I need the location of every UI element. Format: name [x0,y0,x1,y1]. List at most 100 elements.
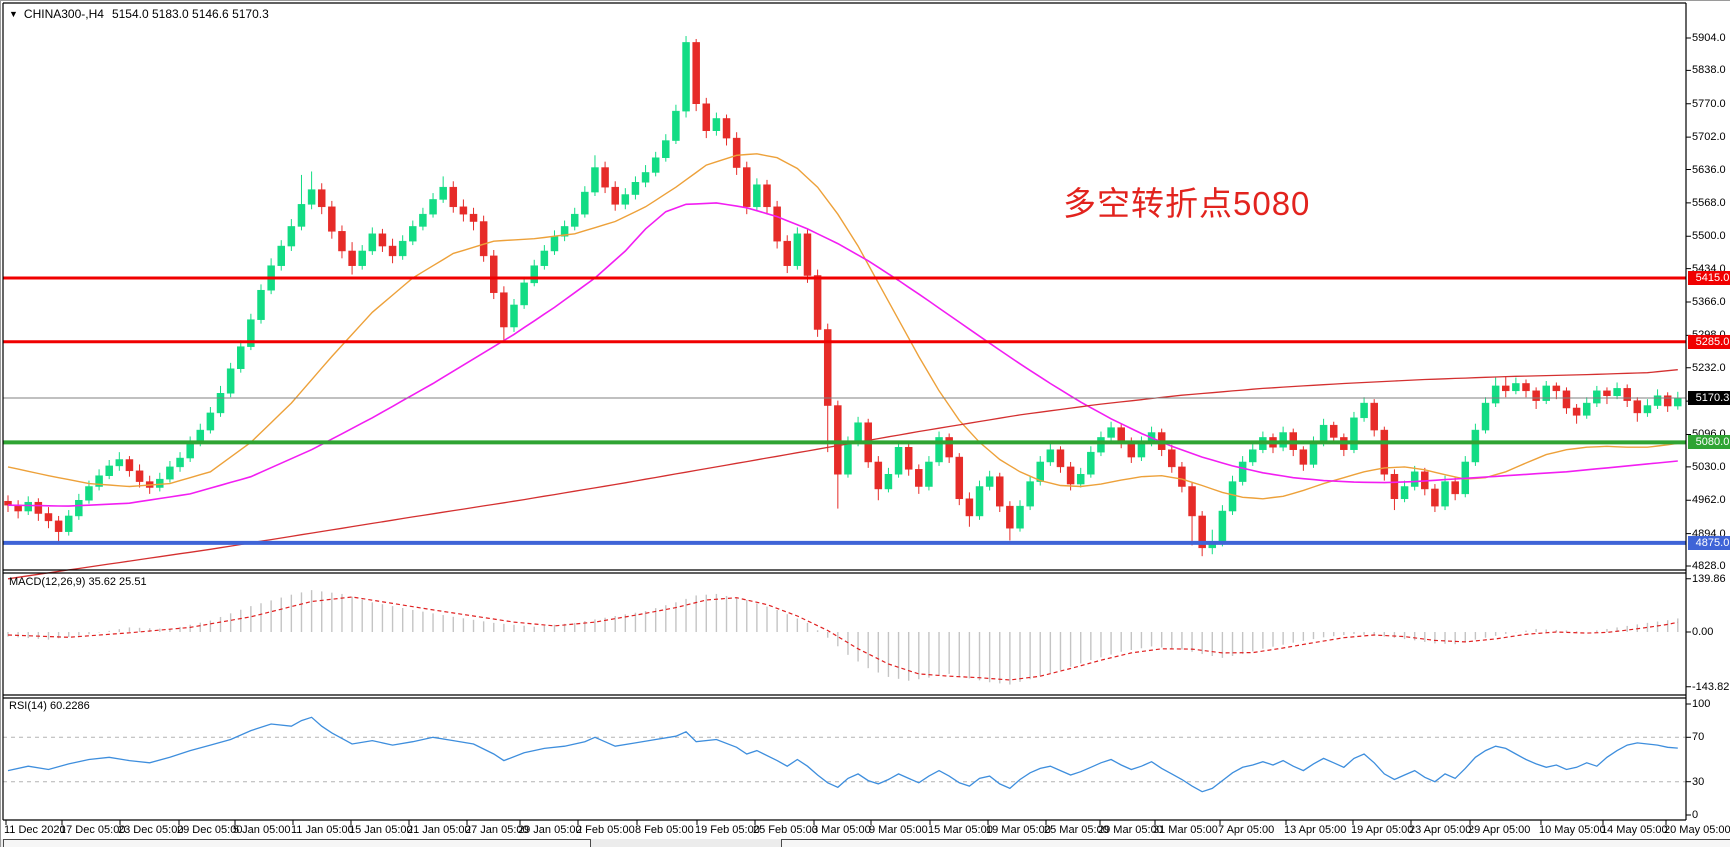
candle [1198,511,1206,557]
candle [216,385,225,417]
candle [641,165,650,188]
candle [915,464,923,494]
symbol-dropdown-icon[interactable]: ▼ [9,9,18,19]
macd-tick-label: -143.82 [1692,680,1730,693]
candle [763,179,771,215]
chart-tab-strip [1,839,1730,847]
chart-tab-segment[interactable] [781,839,1730,847]
candle [570,207,579,231]
candle [206,407,215,434]
candle [955,453,964,506]
x-tick-label: 17 Dec 05:00 [60,824,126,836]
candle [1410,465,1419,491]
candle [1663,392,1672,412]
rsi-tick-label: 30 [1692,775,1705,788]
chart-tab-segment[interactable] [3,839,591,847]
candle [1016,500,1024,532]
ma-mid-magenta-line [7,202,1678,507]
candle [267,258,275,295]
current-price-badge: 5170.3 [1688,391,1730,406]
candle [550,230,559,255]
x-tick-label: 9 Mar 05:00 [869,824,928,836]
candle [64,510,73,536]
candle [135,464,144,488]
x-tick-label: 29 Mar 05:00 [1098,824,1163,836]
candle [459,199,468,222]
x-tick-label: 3 Mar 05:00 [812,824,871,836]
x-tick-label: 11 Jan 05:00 [291,824,354,836]
candle [277,240,285,271]
candle [4,495,12,513]
candle [813,269,822,337]
x-tick-label: 15 Jan 05:00 [349,824,413,836]
candle [1380,426,1389,481]
rsi-line [7,716,1678,793]
candle [1390,469,1399,511]
candle [1279,426,1287,452]
candle [520,276,528,309]
candle [317,183,326,215]
x-tick-label: 27 Jan 05:00 [465,824,529,836]
candle [358,245,366,270]
candle [1441,475,1449,511]
candle [621,188,630,210]
candle [530,259,538,287]
candle [1076,467,1085,488]
symbol-period-label: CHINA300-,H4 [23,7,104,21]
candle [662,134,670,162]
candle [601,161,609,194]
price-tick-label: 5030.0 [1692,460,1726,473]
price-tick-label: 5500.0 [1692,230,1726,243]
candle [1643,399,1652,417]
candle [702,97,711,139]
x-tick-label: 11 Dec 2020 [4,824,66,836]
candle [743,161,751,215]
candle [1582,397,1591,419]
price-tick-label: 5568.0 [1692,196,1726,209]
candle [1238,456,1247,486]
candle [439,176,447,203]
candle [14,500,22,519]
candle [490,249,498,300]
candle [1562,387,1571,414]
candle [1552,382,1561,400]
candle [398,235,407,260]
candle [1299,446,1308,471]
candle [85,480,93,504]
price-level-badge: 4875.0 [1688,535,1730,550]
x-tick-label: 19 Feb 05:00 [695,824,760,836]
candle [1178,461,1186,493]
candle [884,467,893,493]
price-tick-label: 4828.0 [1692,560,1726,572]
macd-indicator-label: MACD(12,26,9) 35.62 25.51 [9,576,147,588]
candle [1502,376,1510,398]
candle [1026,475,1034,511]
candle [1522,379,1530,398]
candle [581,186,589,218]
ma-slow-red-line [7,369,1678,580]
candle [166,460,174,483]
candle [226,362,235,398]
price-tick-label: 5702.0 [1692,131,1726,144]
candle [925,456,933,491]
candle [34,498,43,521]
candle [975,480,984,520]
candle [419,207,427,231]
candle [328,200,336,239]
candle [1218,505,1227,547]
x-tick-label: 29 Apr 05:00 [1468,824,1531,836]
candle [1512,377,1520,395]
candle [1249,443,1257,466]
x-tick-label: 15 Mar 05:00 [928,824,993,836]
candle [1137,436,1146,461]
candle [722,114,731,146]
candle [388,238,397,264]
rsi-tick-label: 100 [1692,698,1711,710]
candle [1653,389,1662,409]
x-tick-label: 19 Apr 05:00 [1351,824,1414,836]
candle [1572,404,1581,424]
candle [732,132,741,175]
candle [985,470,994,491]
